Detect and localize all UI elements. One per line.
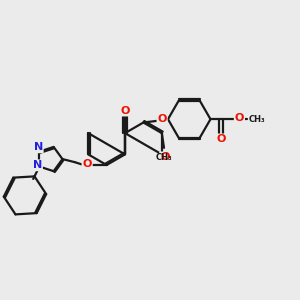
Text: O: O [158, 114, 167, 124]
Text: O: O [160, 152, 170, 162]
Text: O: O [216, 134, 226, 144]
Text: O: O [235, 113, 244, 123]
Text: CH₃: CH₃ [156, 153, 172, 162]
Text: CH₃: CH₃ [249, 115, 266, 124]
Text: O: O [120, 106, 130, 116]
Text: O: O [82, 159, 92, 169]
Text: N: N [33, 160, 42, 170]
Text: N: N [34, 142, 43, 152]
